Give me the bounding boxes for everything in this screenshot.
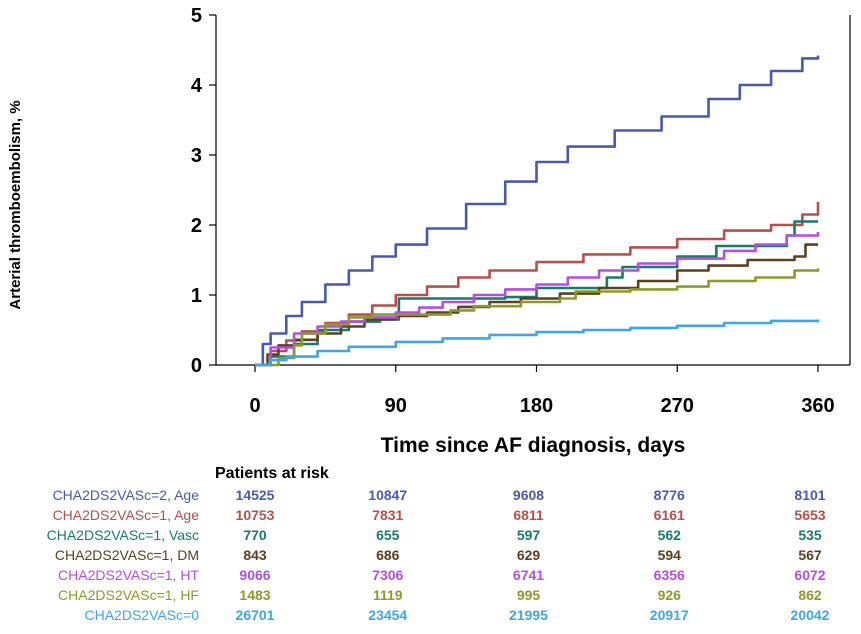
y-tick-label: 0 [191,355,202,377]
risk-count: 6072 [794,567,825,583]
risk-count: 597 [517,527,541,543]
risk-count: 7306 [372,567,403,583]
risk-count: 6811 [513,507,544,523]
risk-count: 629 [517,547,541,563]
risk-count: 8776 [654,487,685,503]
risk-count: 1119 [373,587,403,603]
risk-count: 7831 [372,507,403,523]
risk-count: 655 [376,527,400,543]
risk-count: 594 [658,547,682,563]
risk-row-label: CHA2DS2VASc=1, HF [58,587,199,603]
risk-row-label: CHA2DS2VASc=0 [84,607,199,623]
y-tick-label: 2 [191,215,202,237]
risk-count: 10847 [368,487,407,503]
x-tick-label: 0 [249,395,260,417]
risk-row-label: CHA2DS2VASc=2, Age [53,487,200,503]
y-tick-label: 4 [191,75,203,97]
risk-count: 14525 [236,487,275,503]
axes: 0 1 2 3 4 5 0 90 180 270 360 [191,5,851,417]
risk-count: 567 [798,547,822,563]
series-line-2 [255,201,820,367]
x-axis-title: Time since AF diagnosis, days [381,434,686,457]
risk-count: 995 [517,587,541,603]
y-tick-label: 5 [191,5,202,27]
x-tick-label: 360 [801,395,834,417]
series-line-1 [255,55,820,367]
risk-count: 862 [798,587,822,603]
risk-count: 9608 [513,487,544,503]
risk-row-label: CHA2DS2VASc=1, DM [55,547,199,563]
y-tick-label: 1 [191,285,202,307]
x-tick-label: 180 [520,395,553,417]
risk-count: 535 [798,527,822,543]
risk-count: 21995 [509,607,548,623]
risk-count: 770 [243,527,267,543]
risk-count: 926 [658,587,682,603]
risk-count: 20917 [650,607,689,623]
risk-table: Patients at risk CHA2DS2VASc=2, Age 14525… [47,465,830,623]
series-line-4 [255,243,818,367]
risk-count: 843 [243,547,267,563]
x-tick-label: 270 [661,395,694,417]
risk-count: 23454 [368,607,407,623]
risk-row-label: CHA2DS2VASc=1, Vasc [47,527,199,543]
risk-count: 1483 [239,587,270,603]
risk-count: 562 [658,527,682,543]
risk-table-header: Patients at risk [215,465,329,482]
risk-count: 6741 [513,567,544,583]
series-line-3 [255,220,818,367]
risk-row-label: CHA2DS2VASc=1, HT [58,567,199,583]
series-line-6 [255,268,820,367]
risk-count: 8101 [794,487,825,503]
risk-count: 26701 [236,607,275,623]
risk-count: 686 [376,547,400,563]
risk-count: 6161 [654,507,685,523]
y-tick-label: 3 [191,145,202,167]
risk-count: 6356 [654,567,685,583]
risk-count: 9066 [239,567,270,583]
y-axis-title: Arterial thromboembolism, % [7,100,24,309]
risk-count: 5653 [794,507,825,523]
risk-count: 10753 [236,507,275,523]
risk-count: 20042 [791,607,830,623]
x-tick-label: 90 [385,395,407,417]
risk-row-label: CHA2DS2VASc=1, Age [53,507,200,523]
km-curves [255,55,820,367]
series-line-7 [255,319,820,367]
